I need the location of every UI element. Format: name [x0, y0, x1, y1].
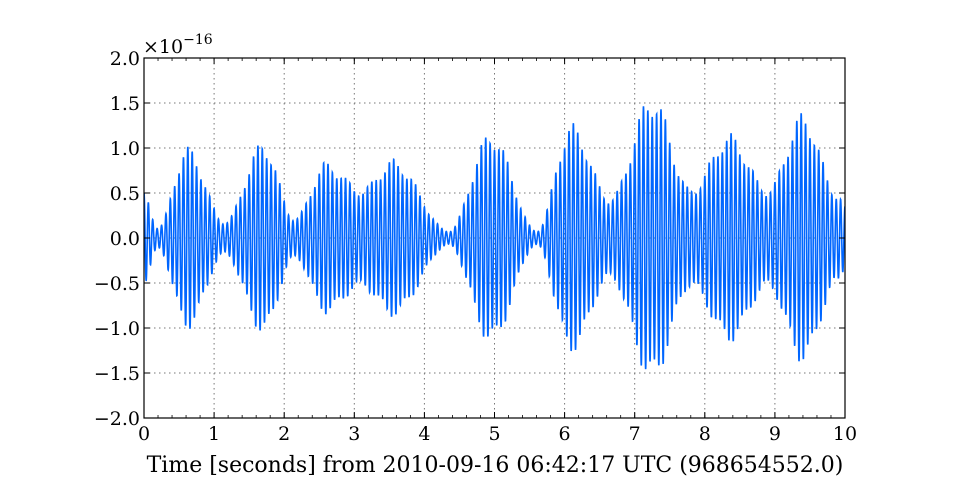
y-tick-label: −2.0: [94, 408, 140, 430]
y-axis-tick-labels: −2.0 −1.5 −1.0 −0.5 0.0 0.5 1.0 1.5 2.0: [94, 48, 140, 430]
x-tick-label: 1: [208, 423, 220, 445]
x-tick-label: 6: [559, 423, 571, 445]
y-tick-label: −1.0: [94, 318, 140, 340]
y-axis-scale-offset: ×10−16: [143, 32, 213, 58]
x-tick-label: 0: [138, 423, 150, 445]
x-tick-label: 3: [348, 423, 360, 445]
axis-ticks: [143, 57, 846, 419]
x-tick-label: 8: [699, 423, 711, 445]
x-tick-label: 4: [418, 423, 430, 445]
y-tick-label: 0.0: [110, 228, 140, 250]
x-tick-label: 2: [278, 423, 290, 445]
waveform-series: [144, 106, 845, 370]
x-tick-label: 7: [629, 423, 641, 445]
y-tick-label: 1.5: [110, 93, 140, 115]
y-tick-label: −1.5: [94, 363, 140, 385]
x-tick-label: 10: [833, 423, 857, 445]
x-tick-label: 5: [488, 423, 500, 445]
x-tick-label: 9: [769, 423, 781, 445]
y-tick-label: −0.5: [94, 273, 140, 295]
x-axis-label: Time [seconds] from 2010-09-16 06:42:17 …: [147, 453, 844, 478]
x-axis-tick-labels: 0 1 2 3 4 5 6 7 8 9 10: [138, 423, 857, 445]
waveform-line: [144, 106, 845, 370]
y-tick-label: 2.0: [110, 48, 140, 70]
y-tick-label: 0.5: [110, 183, 140, 205]
y-tick-label: 1.0: [110, 138, 140, 160]
